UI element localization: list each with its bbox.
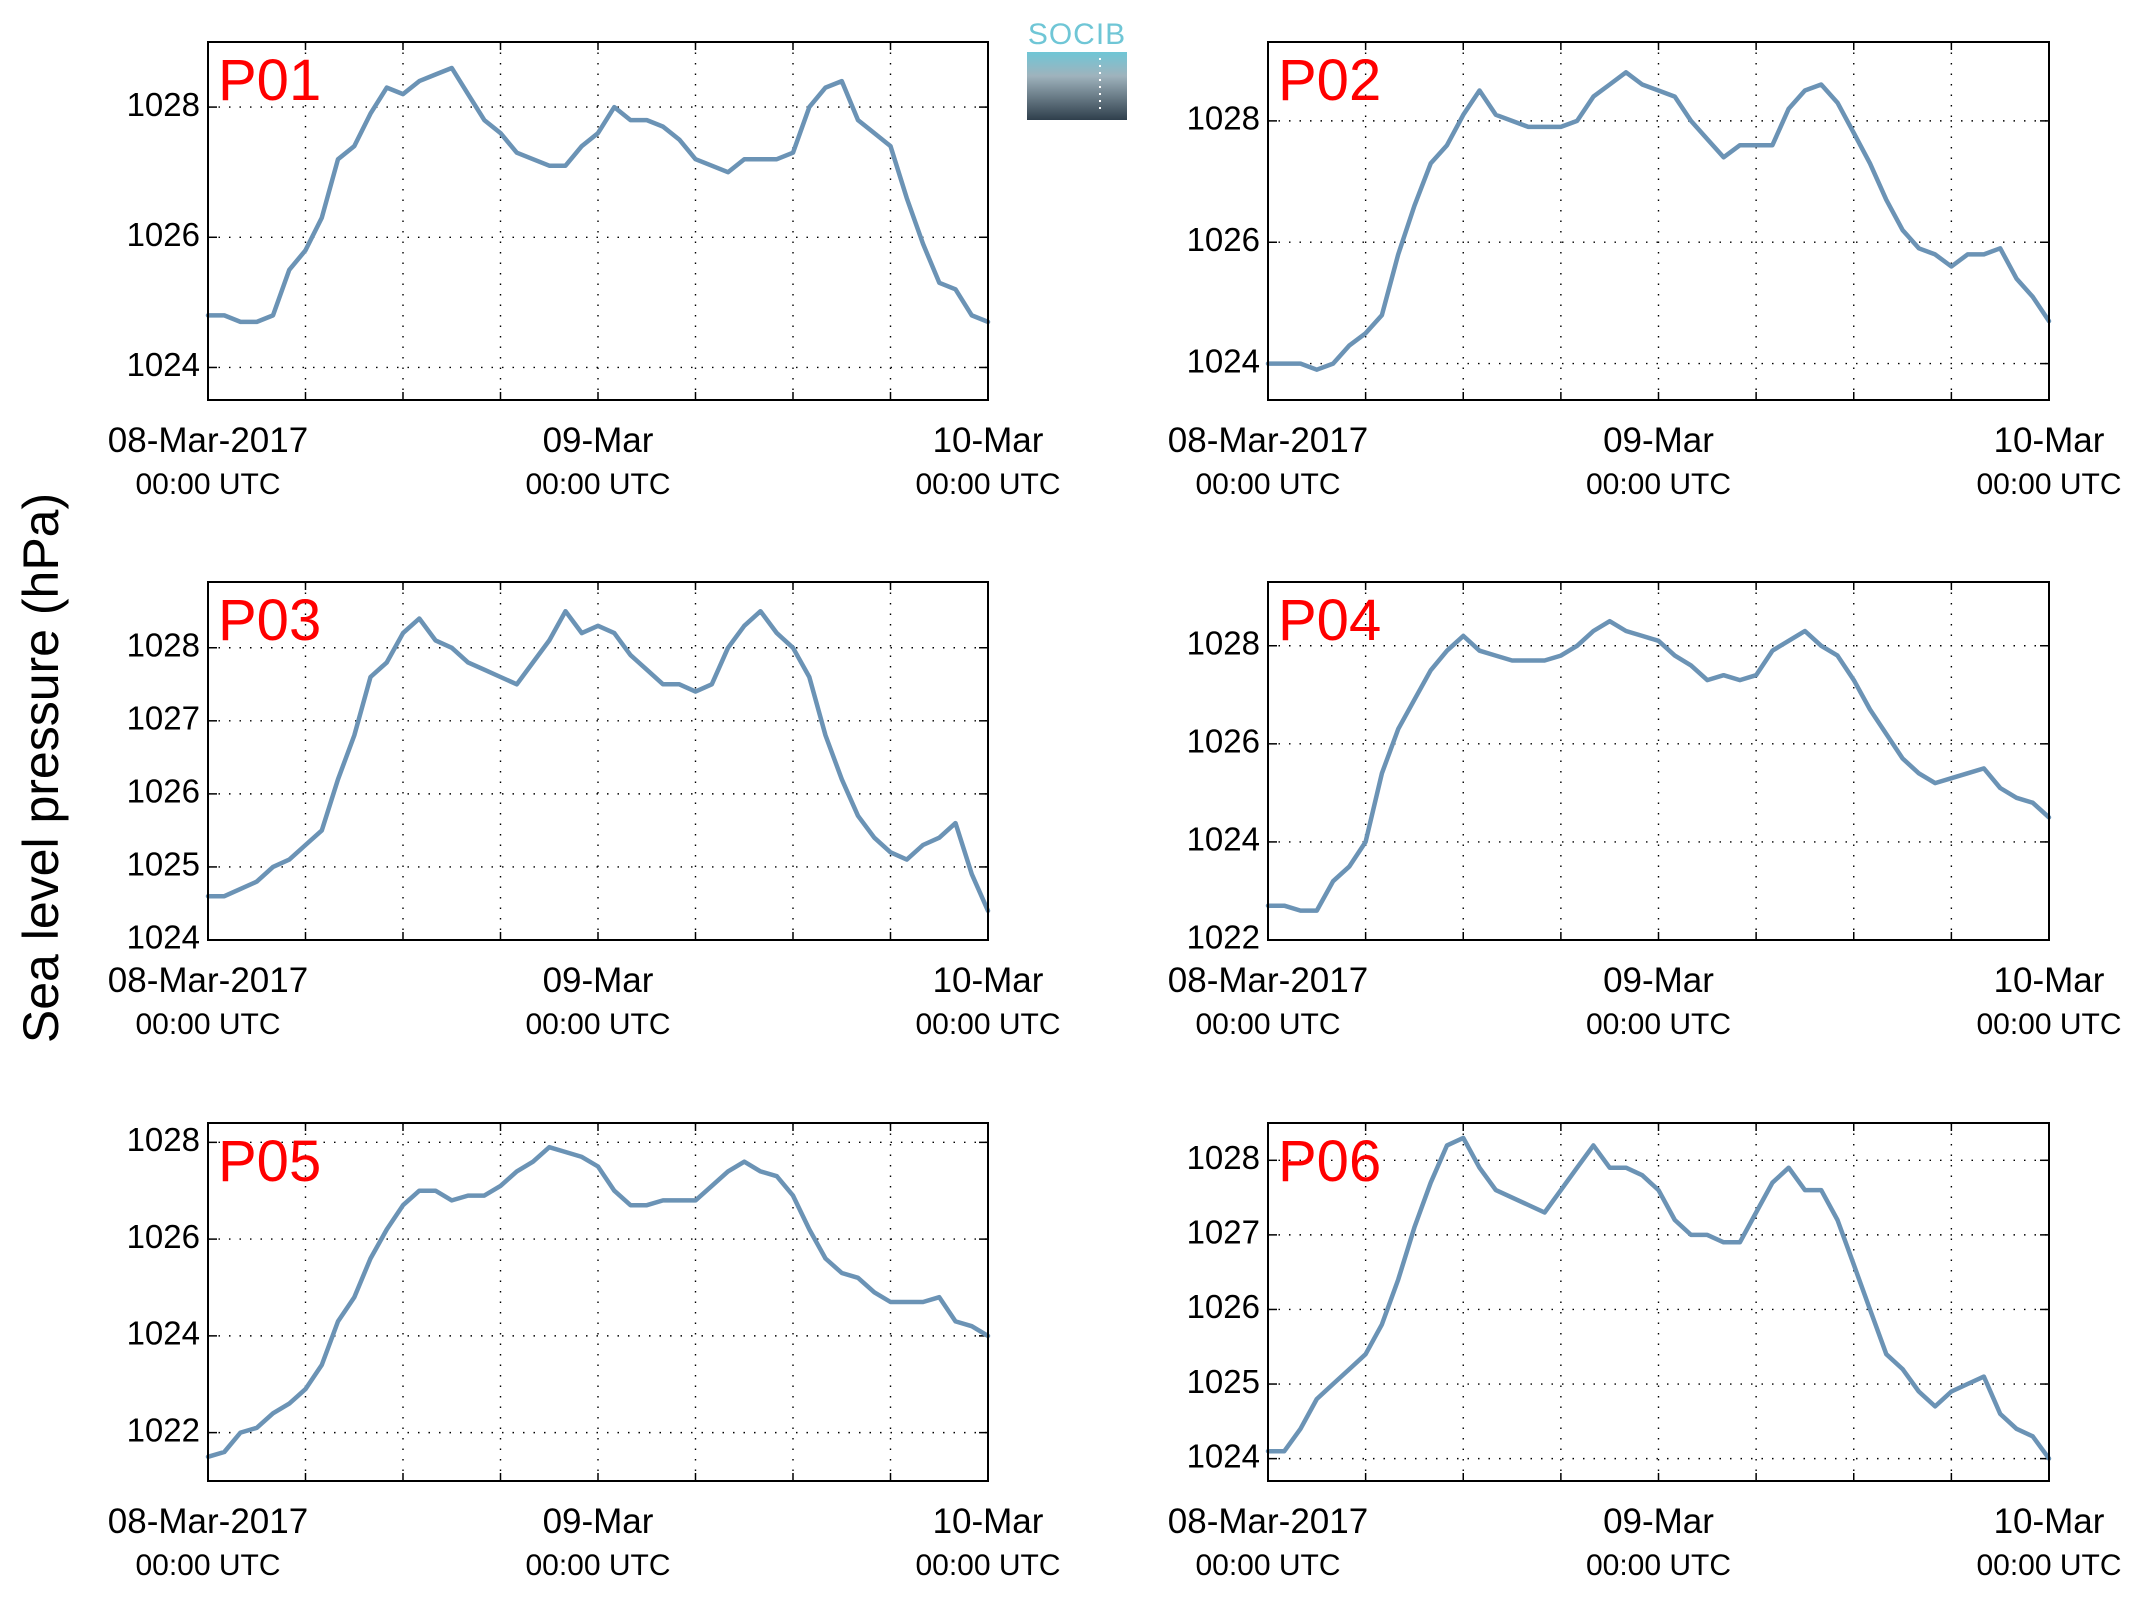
x-tick-sublabel: 00:00 UTC	[525, 1008, 670, 1041]
x-tick-label: 08-Mar-2017	[1168, 421, 1368, 460]
y-tick-label: 1028	[127, 1121, 200, 1158]
panel-3: 1024 1025 1026 1027 1028 08-Mar-2017 00:00 UTC…	[108, 581, 1061, 1041]
socib-logo: SOCIB	[1027, 18, 1127, 120]
y-tick-label: 1024	[1187, 342, 1260, 379]
y-tick-label: 1024	[127, 1315, 200, 1352]
x-tick-label: 08-Mar-2017	[1168, 961, 1368, 1000]
x-tick-label: 10-Mar	[933, 421, 1044, 460]
x-tick-label: 09-Mar	[543, 421, 654, 460]
y-tick-label: 1024	[127, 919, 200, 956]
y-tick-label: 1024	[1187, 1437, 1260, 1474]
socib-logo-text: SOCIB	[1028, 18, 1126, 51]
x-tick-label: 10-Mar	[933, 1502, 1044, 1541]
x-tick-label: 08-Mar-2017	[1168, 1502, 1368, 1541]
y-tick-label: 1026	[127, 773, 200, 810]
x-tick-sublabel: 00:00 UTC	[1586, 468, 1731, 501]
x-tick-label: 10-Mar	[1994, 961, 2105, 1000]
y-tick-label: 1025	[127, 846, 200, 883]
y-tick-label: 1028	[127, 86, 200, 123]
y-tick-label: 1024	[1187, 821, 1260, 858]
panel-title: P03	[218, 588, 321, 653]
pressure-series-line	[1265, 618, 2052, 913]
y-tick-label: 1028	[127, 626, 200, 663]
y-tick-label: 1022	[127, 1411, 200, 1448]
panel-title: P06	[1278, 1129, 1381, 1194]
x-tick-label: 10-Mar	[1994, 1502, 2105, 1541]
pressure-series-line	[205, 1144, 991, 1460]
plot-frame	[1267, 581, 2050, 941]
y-tick-label: 1027	[127, 700, 200, 737]
x-tick-label: 09-Mar	[543, 961, 654, 1000]
x-tick-label: 08-Mar-2017	[108, 421, 308, 460]
panel-1: 1024 1026 1028 08-Mar-2017 00:00 UTC 09-Mar 00…	[108, 41, 1061, 501]
x-tick-label: 08-Mar-2017	[108, 1502, 308, 1541]
y-axis-label-text: Sea level pressure (hPa)	[13, 493, 69, 1043]
y-tick-label: 1025	[1187, 1363, 1260, 1400]
x-tick-label: 09-Mar	[1603, 421, 1714, 460]
x-tick-sublabel: 00:00 UTC	[915, 1008, 1060, 1041]
x-tick-label: 10-Mar	[1994, 421, 2105, 460]
x-tick-sublabel: 00:00 UTC	[525, 1549, 670, 1582]
x-tick-sublabel: 00:00 UTC	[1976, 1549, 2121, 1582]
y-tick-label: 1022	[1187, 919, 1260, 956]
y-axis-label: Sea level pressure (hPa)	[13, 493, 69, 1043]
x-tick-sublabel: 00:00 UTC	[1586, 1008, 1731, 1041]
plot-frame	[207, 41, 989, 401]
y-tick-label: 1026	[127, 1218, 200, 1255]
panel-5: 1022 1024 1026 1028 08-Mar-2017 00:00 UTC 09-M…	[108, 1121, 1061, 1582]
x-tick-sublabel: 00:00 UTC	[1976, 1008, 2121, 1041]
y-tick-label: 1024	[127, 346, 200, 383]
y-tick-label: 1026	[1187, 723, 1260, 760]
x-tick-sublabel: 00:00 UTC	[1586, 1549, 1731, 1582]
x-tick-label: 09-Mar	[1603, 1502, 1714, 1541]
plot-frame	[1267, 41, 2050, 401]
socib-logo-mark	[1027, 52, 1127, 120]
plot-frame	[207, 1122, 989, 1482]
x-tick-sublabel: 00:00 UTC	[915, 1549, 1060, 1582]
panel-6: 1024 1025 1026 1027 1028 08-Mar-2017 00:00 UTC…	[1168, 1122, 2122, 1582]
x-tick-sublabel: 00:00 UTC	[135, 468, 280, 501]
x-tick-sublabel: 00:00 UTC	[915, 468, 1060, 501]
pressure-series-line	[1265, 1135, 2052, 1461]
panel-title: P02	[1278, 48, 1381, 113]
x-tick-label: 10-Mar	[933, 961, 1044, 1000]
y-tick-label: 1026	[1187, 1288, 1260, 1325]
x-tick-sublabel: 00:00 UTC	[1195, 468, 1340, 501]
pressure-series-line	[205, 65, 991, 325]
x-tick-label: 08-Mar-2017	[108, 961, 308, 1000]
y-tick-label: 1028	[1187, 1139, 1260, 1176]
y-tick-label: 1026	[1187, 221, 1260, 258]
x-tick-sublabel: 00:00 UTC	[1195, 1549, 1340, 1582]
x-tick-sublabel: 00:00 UTC	[135, 1008, 280, 1041]
plot-frame	[207, 581, 989, 941]
plot-frame	[1267, 1122, 2050, 1482]
pressure-series-line	[205, 608, 991, 914]
panel-title: P05	[218, 1129, 321, 1194]
x-tick-sublabel: 00:00 UTC	[1976, 468, 2121, 501]
pressure-series-line	[1265, 70, 2052, 372]
y-tick-label: 1028	[1187, 100, 1260, 137]
x-tick-sublabel: 00:00 UTC	[525, 468, 670, 501]
x-tick-sublabel: 00:00 UTC	[135, 1549, 280, 1582]
panel-title: P01	[218, 48, 321, 113]
panel-4: 1022 1024 1026 1028 08-Mar-2017 00:00 UTC 09-M…	[1168, 581, 2122, 1041]
panel-2: 1024 1026 1028 08-Mar-2017 00:00 UTC 09-Mar 00…	[1168, 41, 2122, 501]
x-tick-label: 09-Mar	[1603, 961, 1714, 1000]
x-tick-label: 09-Mar	[543, 1502, 654, 1541]
x-tick-sublabel: 00:00 UTC	[1195, 1008, 1340, 1041]
y-tick-label: 1026	[127, 216, 200, 253]
y-tick-label: 1028	[1187, 624, 1260, 661]
y-tick-label: 1027	[1187, 1214, 1260, 1251]
panel-title: P04	[1278, 588, 1381, 653]
